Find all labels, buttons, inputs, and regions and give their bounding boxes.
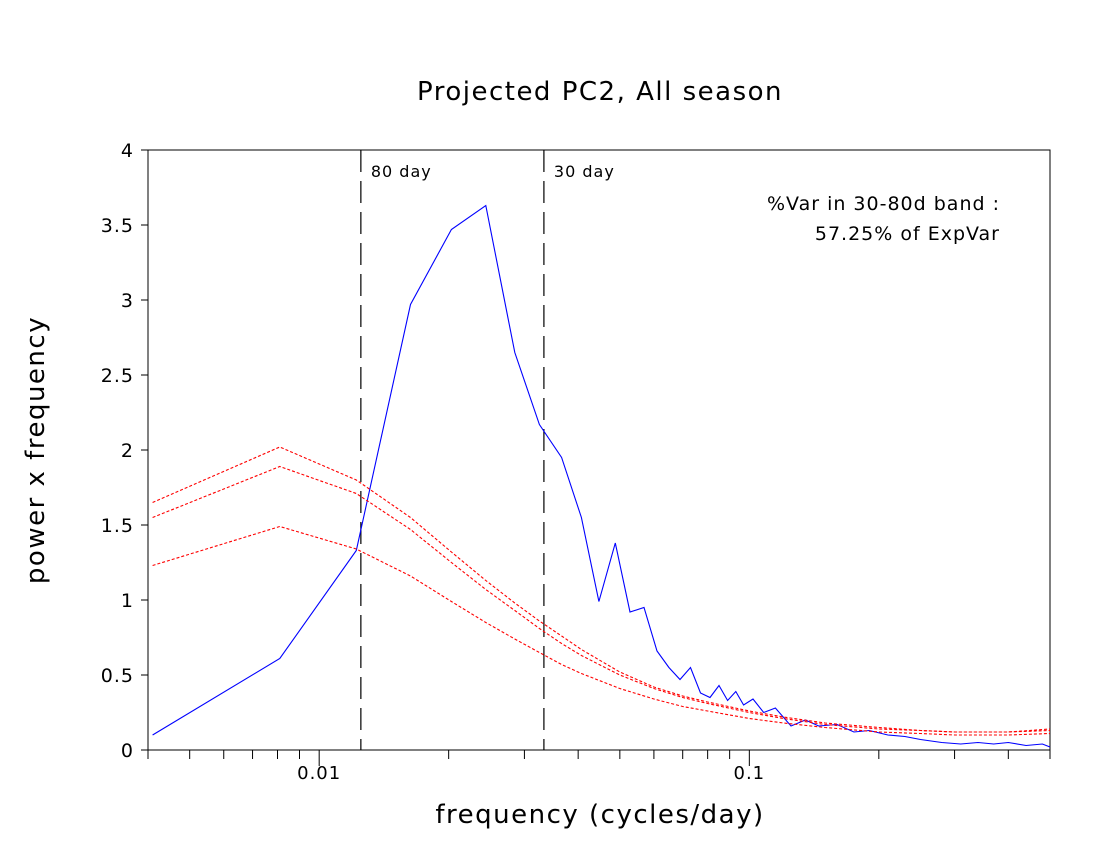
reference-lines: 80 day 30 day bbox=[360, 150, 615, 750]
reference-line-label: 30 day bbox=[554, 162, 615, 181]
series-line-spectrum bbox=[152, 204, 1051, 748]
y-tick-label: 3.5 bbox=[101, 215, 134, 237]
y-tick-label: 3 bbox=[121, 290, 134, 312]
x-tick-labels: 0.01 0.1 bbox=[297, 763, 766, 784]
chart-title: Projected PC2, All season bbox=[417, 77, 783, 107]
annotation-line-1: %Var in 30-80d band : bbox=[767, 193, 1000, 215]
series-line-red-noise-99- bbox=[152, 446, 1051, 733]
y-tick-label: 4 bbox=[121, 140, 134, 162]
y-tick-label: 2.5 bbox=[101, 365, 134, 387]
x-tick-label: 0.1 bbox=[734, 763, 766, 784]
axis-ticks bbox=[141, 149, 1051, 766]
y-tick-label: 0.5 bbox=[101, 665, 134, 687]
y-tick-label: 0 bbox=[121, 740, 134, 762]
y-tick-label: 1.5 bbox=[101, 515, 134, 537]
y-tick-labels: 0 0.5 1 1.5 2 2.5 3 3.5 4 bbox=[101, 140, 134, 762]
reference-line-label: 80 day bbox=[371, 162, 432, 181]
y-axis-label: power x frequency bbox=[21, 316, 51, 584]
y-tick-label: 1 bbox=[121, 590, 134, 612]
series-line-red-noise-mean bbox=[152, 525, 1051, 736]
series-line-red-noise-95- bbox=[152, 465, 1051, 733]
x-axis-label: frequency (cycles/day) bbox=[435, 800, 764, 830]
y-tick-label: 2 bbox=[121, 440, 134, 462]
x-tick-label: 0.01 bbox=[297, 763, 341, 784]
annotation-line-2: 57.25% of ExpVar bbox=[815, 223, 1000, 245]
data-series bbox=[152, 204, 1051, 748]
